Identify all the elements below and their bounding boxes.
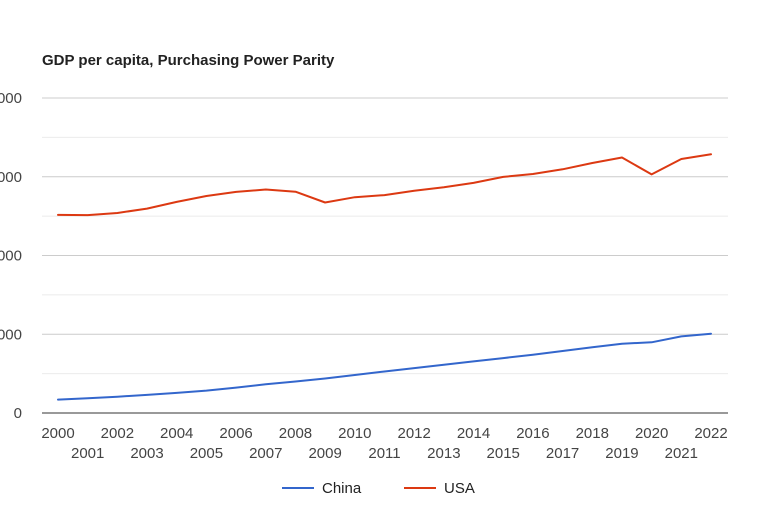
chart-title: GDP per capita, Purchasing Power Parity (42, 52, 335, 69)
x-tick-label: 2003 (130, 445, 163, 462)
gridlines (42, 97, 728, 375)
x-tick-label: 2006 (219, 425, 252, 442)
x-tick-label: 2005 (190, 445, 223, 462)
x-tick-label: 2009 (308, 445, 341, 462)
x-tick-label: 2012 (397, 425, 430, 442)
x-tick-label: 2020 (635, 425, 668, 442)
x-tick-label: 2016 (516, 425, 549, 442)
x-tick-label: 2013 (427, 445, 460, 462)
x-tick-label: 2010 (338, 425, 371, 442)
x-tick-label: 2021 (665, 445, 698, 462)
y-tick-label: 000 (0, 90, 22, 107)
y-tick-label: 000 (0, 326, 22, 343)
axes: 0000000000000200020012002200320042005200… (0, 90, 728, 462)
x-tick-label: 2018 (576, 425, 609, 442)
series-line-china (57, 332, 712, 401)
y-tick-label: 000 (0, 169, 22, 186)
x-tick-label: 2011 (368, 445, 400, 462)
y-tick-label: 0 (14, 405, 22, 422)
x-tick-label: 2014 (457, 425, 490, 442)
legend: China USA (282, 480, 475, 497)
series-lines (57, 153, 712, 401)
x-tick-label: 2017 (546, 445, 579, 462)
x-tick-label: 2002 (101, 425, 134, 442)
x-tick-label: 2001 (71, 445, 104, 462)
y-tick-label: 000 (0, 248, 22, 265)
legend-label-china: China (322, 480, 362, 497)
x-tick-label: 2019 (605, 445, 638, 462)
x-tick-label: 2022 (694, 425, 727, 442)
legend-label-usa: USA (444, 480, 475, 497)
x-tick-label: 2004 (160, 425, 193, 442)
x-tick-label: 2007 (249, 445, 282, 462)
x-tick-label: 2015 (487, 445, 520, 462)
x-tick-label: 2008 (279, 425, 312, 442)
series-line-usa (57, 153, 712, 217)
x-tick-label: 2000 (41, 425, 74, 442)
